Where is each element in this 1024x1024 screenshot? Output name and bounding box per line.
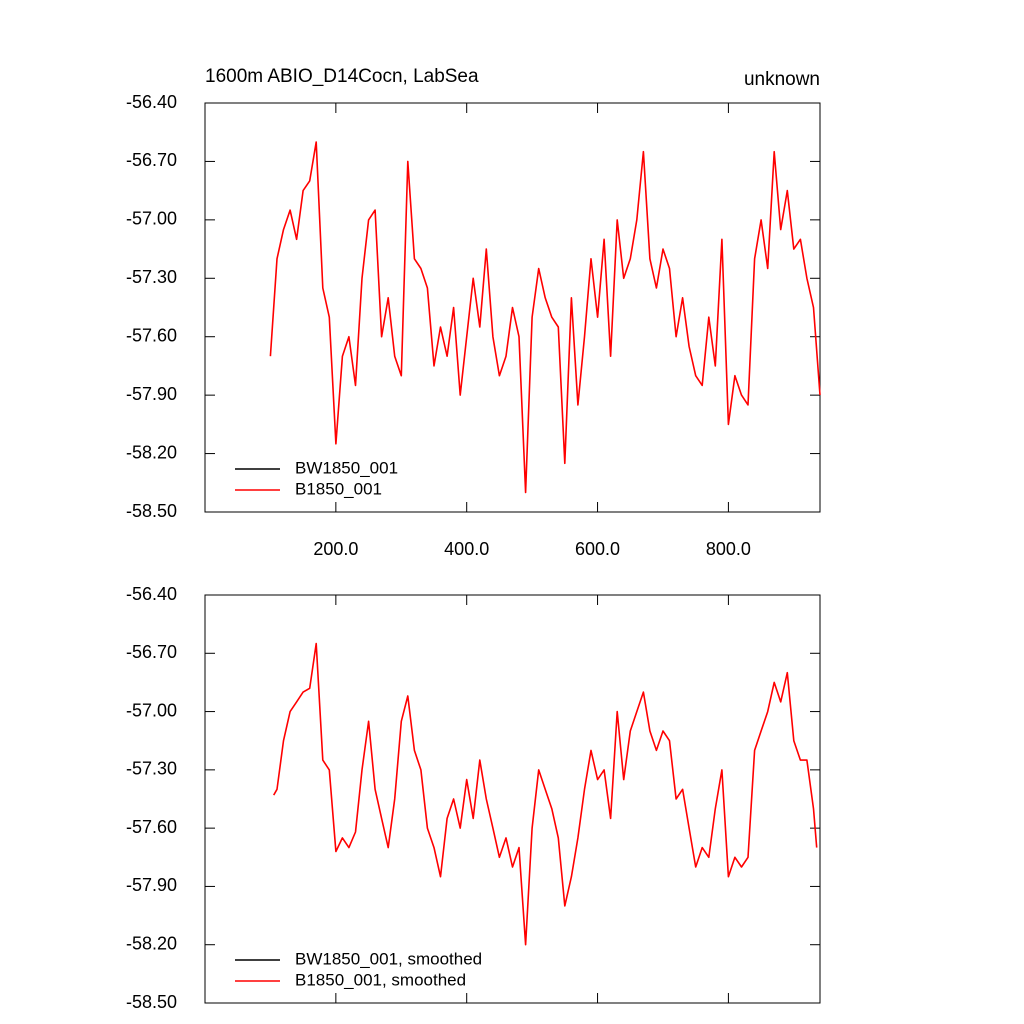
legend-label: BW1850_001, smoothed	[295, 949, 482, 968]
y-tick-label: -56.70	[126, 150, 177, 170]
legend-label: BW1850_001	[295, 458, 398, 477]
y-tick-label: -58.50	[126, 992, 177, 1012]
x-tick-label: 600.0	[575, 539, 620, 559]
plot-frame	[204, 594, 821, 1004]
y-tick-label: -58.50	[126, 501, 177, 521]
plot-frame	[204, 102, 821, 513]
y-tick-label: -56.40	[126, 584, 177, 604]
legend-label: B1850_001	[295, 479, 382, 498]
y-tick-label: -58.20	[126, 933, 177, 953]
x-tick-label: 400.0	[444, 539, 489, 559]
series-line	[273, 642, 818, 946]
legend-label: B1850_001, smoothed	[295, 970, 466, 989]
y-tick-label: -57.60	[126, 325, 177, 345]
x-tick-label: 800.0	[706, 539, 751, 559]
y-tick-label: -57.00	[126, 700, 177, 720]
y-tick-label: -57.30	[126, 267, 177, 287]
y-tick-label: -56.70	[126, 642, 177, 662]
y-tick-label: -57.30	[126, 759, 177, 779]
right-title: unknown	[744, 69, 820, 90]
x-tick-label: 200.0	[313, 539, 358, 559]
y-tick-label: -57.00	[126, 209, 177, 229]
y-tick-label: -56.40	[126, 92, 177, 112]
y-tick-label: -57.60	[126, 817, 177, 837]
chart-title: 1600m ABIO_D14Cocn, LabSea	[205, 66, 479, 87]
series-line	[269, 141, 821, 494]
y-tick-label: -57.90	[126, 384, 177, 404]
y-tick-label: -58.20	[126, 442, 177, 462]
y-tick-label: -57.90	[126, 875, 177, 895]
